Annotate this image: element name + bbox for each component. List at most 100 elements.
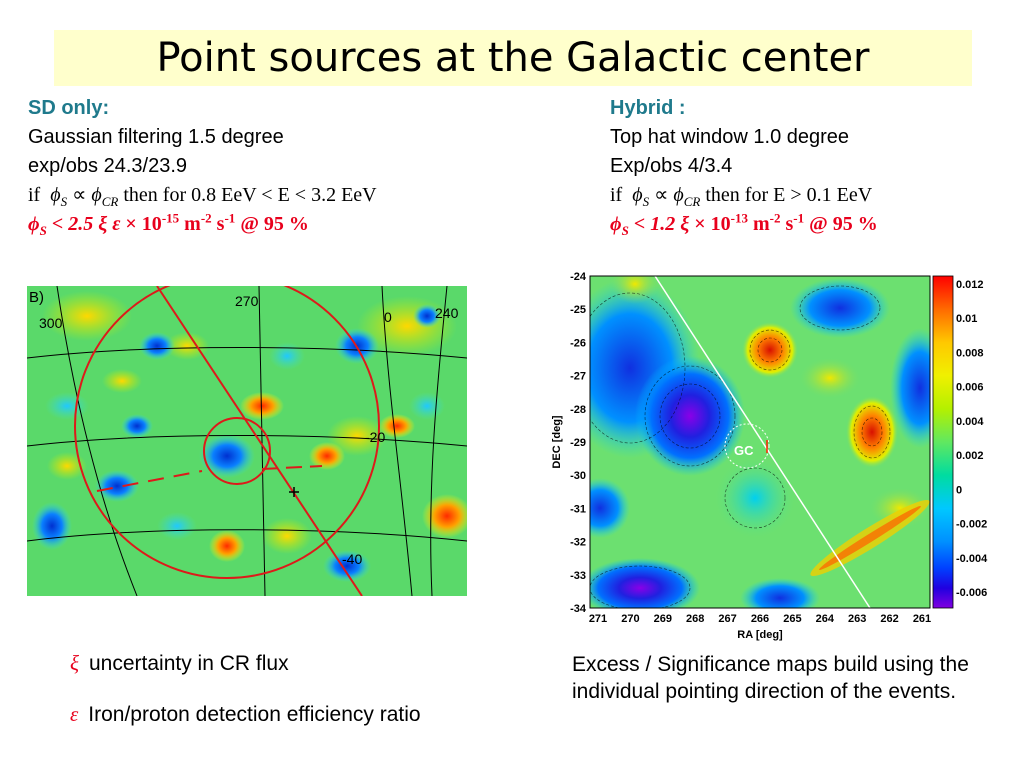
hybrid-header: Hybrid : bbox=[610, 97, 686, 119]
hybrid-excess-map: GC -24 -25 -26 -27 -28 -29 -30 -31 -32 -33 -34 271… bbox=[551, 271, 988, 641]
y-tick-label: -25 bbox=[570, 304, 586, 316]
sd-limit-cl: @ 95 % bbox=[235, 213, 309, 235]
hybrid-limit-unit-s: s bbox=[780, 213, 794, 235]
sd-limit-eps: ε bbox=[112, 213, 121, 235]
sd-limit-value: < 2.5 bbox=[51, 213, 94, 235]
sd-header: SD only: bbox=[28, 97, 110, 119]
map-description: Excess / Significance maps build using t… bbox=[572, 653, 969, 703]
sd-limit-exp-s: -1 bbox=[224, 210, 236, 226]
small-circle bbox=[203, 417, 271, 485]
contour-lines bbox=[590, 285, 891, 608]
hybrid-limit-unit-m: m bbox=[747, 213, 770, 235]
hybrid-sub-s: S bbox=[642, 194, 650, 209]
y-tick-label: -32 bbox=[570, 537, 586, 549]
x-tick-labels: 271 270 269 268 267 266 265 264 263 262 261 bbox=[589, 613, 931, 625]
sd-energy-range: then for 0.8 EeV < E < 3.2 EeV bbox=[123, 184, 377, 206]
galactic-plane-line bbox=[654, 276, 871, 608]
gc-circle bbox=[724, 423, 770, 469]
y-tick-labels: -24 -25 -26 -27 -28 -29 -30 -31 -32 -33 -34 bbox=[570, 271, 587, 615]
hybrid-sub-cr: CR bbox=[683, 194, 701, 209]
xi-symbol: ξ bbox=[70, 651, 79, 675]
sd-expobs-line: exp/obs 24.3/23.9 bbox=[28, 155, 188, 177]
hybrid-limit-exp-m: -2 bbox=[769, 210, 781, 226]
hybrid-if: if bbox=[610, 184, 623, 206]
sd-filter-line: Gaussian filtering 1.5 degree bbox=[28, 126, 284, 148]
x-tick-label: 271 bbox=[589, 613, 607, 625]
hybrid-limit-exp: -13 bbox=[730, 210, 748, 226]
grid-label-minus40: -40 bbox=[342, 551, 362, 567]
xi-description: uncertainty in CR flux bbox=[89, 652, 289, 675]
y-tick-label: -33 bbox=[570, 570, 586, 582]
hybrid-limit-line: ϕS < 1.2 ξ × 10-13 m-2 s-1 @ 95 % bbox=[610, 210, 1010, 239]
plot-frame bbox=[589, 275, 931, 609]
y-tick-label: -24 bbox=[570, 271, 587, 283]
sd-phi-cr: ϕ bbox=[91, 184, 102, 206]
colorbar-tick-label: -0.006 bbox=[956, 587, 987, 599]
y-tick-label: -26 bbox=[570, 337, 586, 349]
x-tick-label: 264 bbox=[816, 613, 835, 625]
page-title: Point sources at the Galactic center bbox=[156, 35, 870, 81]
dashed-line-right bbox=[261, 465, 323, 470]
sd-sub-cr: CR bbox=[101, 194, 119, 209]
x-tick-label: 270 bbox=[621, 613, 639, 625]
sd-limit-unit-s: s bbox=[211, 213, 225, 235]
x-tick-label: 266 bbox=[751, 613, 769, 625]
colorbar-tick-label: 0.008 bbox=[956, 347, 984, 359]
eps-note: ε Iron/proton detection efficiency ratio bbox=[70, 701, 421, 728]
sd-limit-unit-m: m bbox=[179, 213, 201, 235]
eps-symbol: ε bbox=[70, 702, 79, 726]
hybrid-limit-sub: S bbox=[621, 223, 629, 238]
gc-label: GC bbox=[734, 443, 754, 458]
galactic-plane-line bbox=[156, 286, 363, 596]
hybrid-limit-cl: @ 95 % bbox=[804, 213, 878, 235]
hybrid-condition-line: if ϕS ∝ ϕCR then for E > 0.1 EeV bbox=[610, 181, 1010, 210]
y-tick-label: -28 bbox=[570, 404, 586, 416]
sd-phi-s: ϕ bbox=[50, 184, 61, 206]
hybrid-limit-xi: ξ bbox=[680, 213, 690, 235]
x-tick-label: 262 bbox=[880, 613, 898, 625]
hybrid-window-line: Top hat window 1.0 degree bbox=[610, 126, 850, 148]
hybrid-limit-value: < 1.2 bbox=[633, 213, 676, 235]
colorbar bbox=[932, 275, 954, 609]
sd-sub-s: S bbox=[60, 194, 68, 209]
sd-if: if bbox=[28, 184, 41, 206]
colorbar-tick-labels: 0.012 0.01 0.008 0.006 0.004 0.002 0 -0.002 -0.0… bbox=[956, 279, 988, 599]
hybrid-prop: ∝ bbox=[654, 184, 669, 206]
sd-limit-times: × 10 bbox=[125, 213, 162, 235]
hybrid-energy-range: then for E > 0.1 EeV bbox=[705, 184, 873, 206]
hybrid-limit-exp-s: -1 bbox=[793, 210, 805, 226]
y-tick-label: -31 bbox=[570, 503, 586, 515]
hybrid-limit-phi: ϕ bbox=[610, 213, 622, 235]
sd-limit-line: ϕS < 2.5 ξ ε × 10-15 m-2 s-1 @ 95 % bbox=[28, 210, 528, 239]
large-circle bbox=[74, 286, 380, 579]
gc-marker-icon bbox=[289, 487, 299, 497]
sd-significance-map: B) 300 270 0 240 -20 -40 bbox=[27, 286, 467, 596]
grid-label-270: 270 bbox=[235, 293, 259, 309]
sd-limit-exp-m: -2 bbox=[200, 210, 212, 226]
hybrid-limit-times: × 10 bbox=[694, 213, 731, 235]
panel-label: B) bbox=[29, 289, 44, 306]
sd-limit-exp: -15 bbox=[161, 210, 180, 226]
grid-label-minus20: -20 bbox=[365, 429, 385, 445]
x-axis-label: RA [deg] bbox=[737, 629, 783, 641]
x-tick-label: 265 bbox=[783, 613, 801, 625]
sd-limit-sub: S bbox=[39, 223, 47, 238]
title-banner: Point sources at the Galactic center bbox=[54, 30, 972, 86]
colorbar-tick-label: 0.006 bbox=[956, 382, 984, 394]
dashed-line-left bbox=[96, 470, 203, 492]
x-tick-label: 268 bbox=[686, 613, 704, 625]
colorbar-tick-label: 0.01 bbox=[956, 313, 977, 325]
hybrid-phi-s: ϕ bbox=[632, 184, 643, 206]
colorbar-tick-label: 0 bbox=[956, 484, 962, 496]
colorbar-tick-label: -0.004 bbox=[956, 553, 988, 565]
grid-labels: 300 270 0 240 -20 -40 bbox=[39, 293, 459, 567]
region-overlays bbox=[74, 286, 380, 596]
y-tick-label: -30 bbox=[570, 470, 586, 482]
colorbar-tick-label: -0.002 bbox=[956, 519, 987, 531]
y-tick-label: -27 bbox=[570, 371, 586, 383]
colorbar-tick-label: 0.002 bbox=[956, 450, 984, 462]
x-tick-label: 269 bbox=[654, 613, 672, 625]
sd-only-block: SD only: Gaussian filtering 1.5 degree e… bbox=[28, 94, 528, 239]
grid-label-300: 300 bbox=[39, 315, 63, 331]
grid-label-0: 0 bbox=[384, 309, 392, 325]
